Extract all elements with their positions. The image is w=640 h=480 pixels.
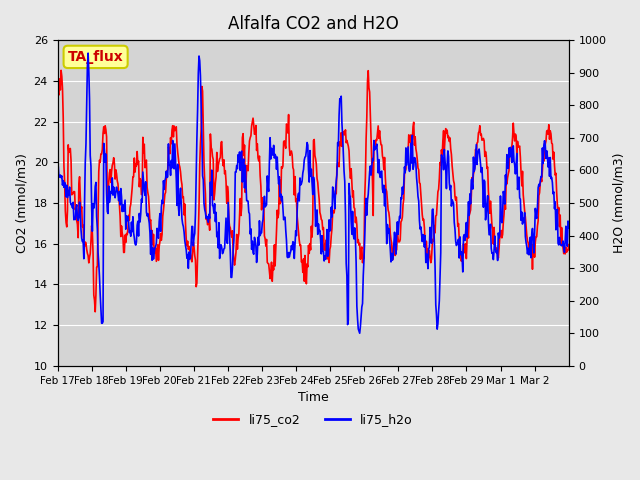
Text: TA_flux: TA_flux [68,50,124,64]
Legend: li75_co2, li75_h2o: li75_co2, li75_h2o [209,408,418,432]
Y-axis label: CO2 (mmol/m3): CO2 (mmol/m3) [15,153,28,253]
X-axis label: Time: Time [298,391,328,404]
Title: Alfalfa CO2 and H2O: Alfalfa CO2 and H2O [228,15,399,33]
Y-axis label: H2O (mmol/m3): H2O (mmol/m3) [612,153,625,253]
